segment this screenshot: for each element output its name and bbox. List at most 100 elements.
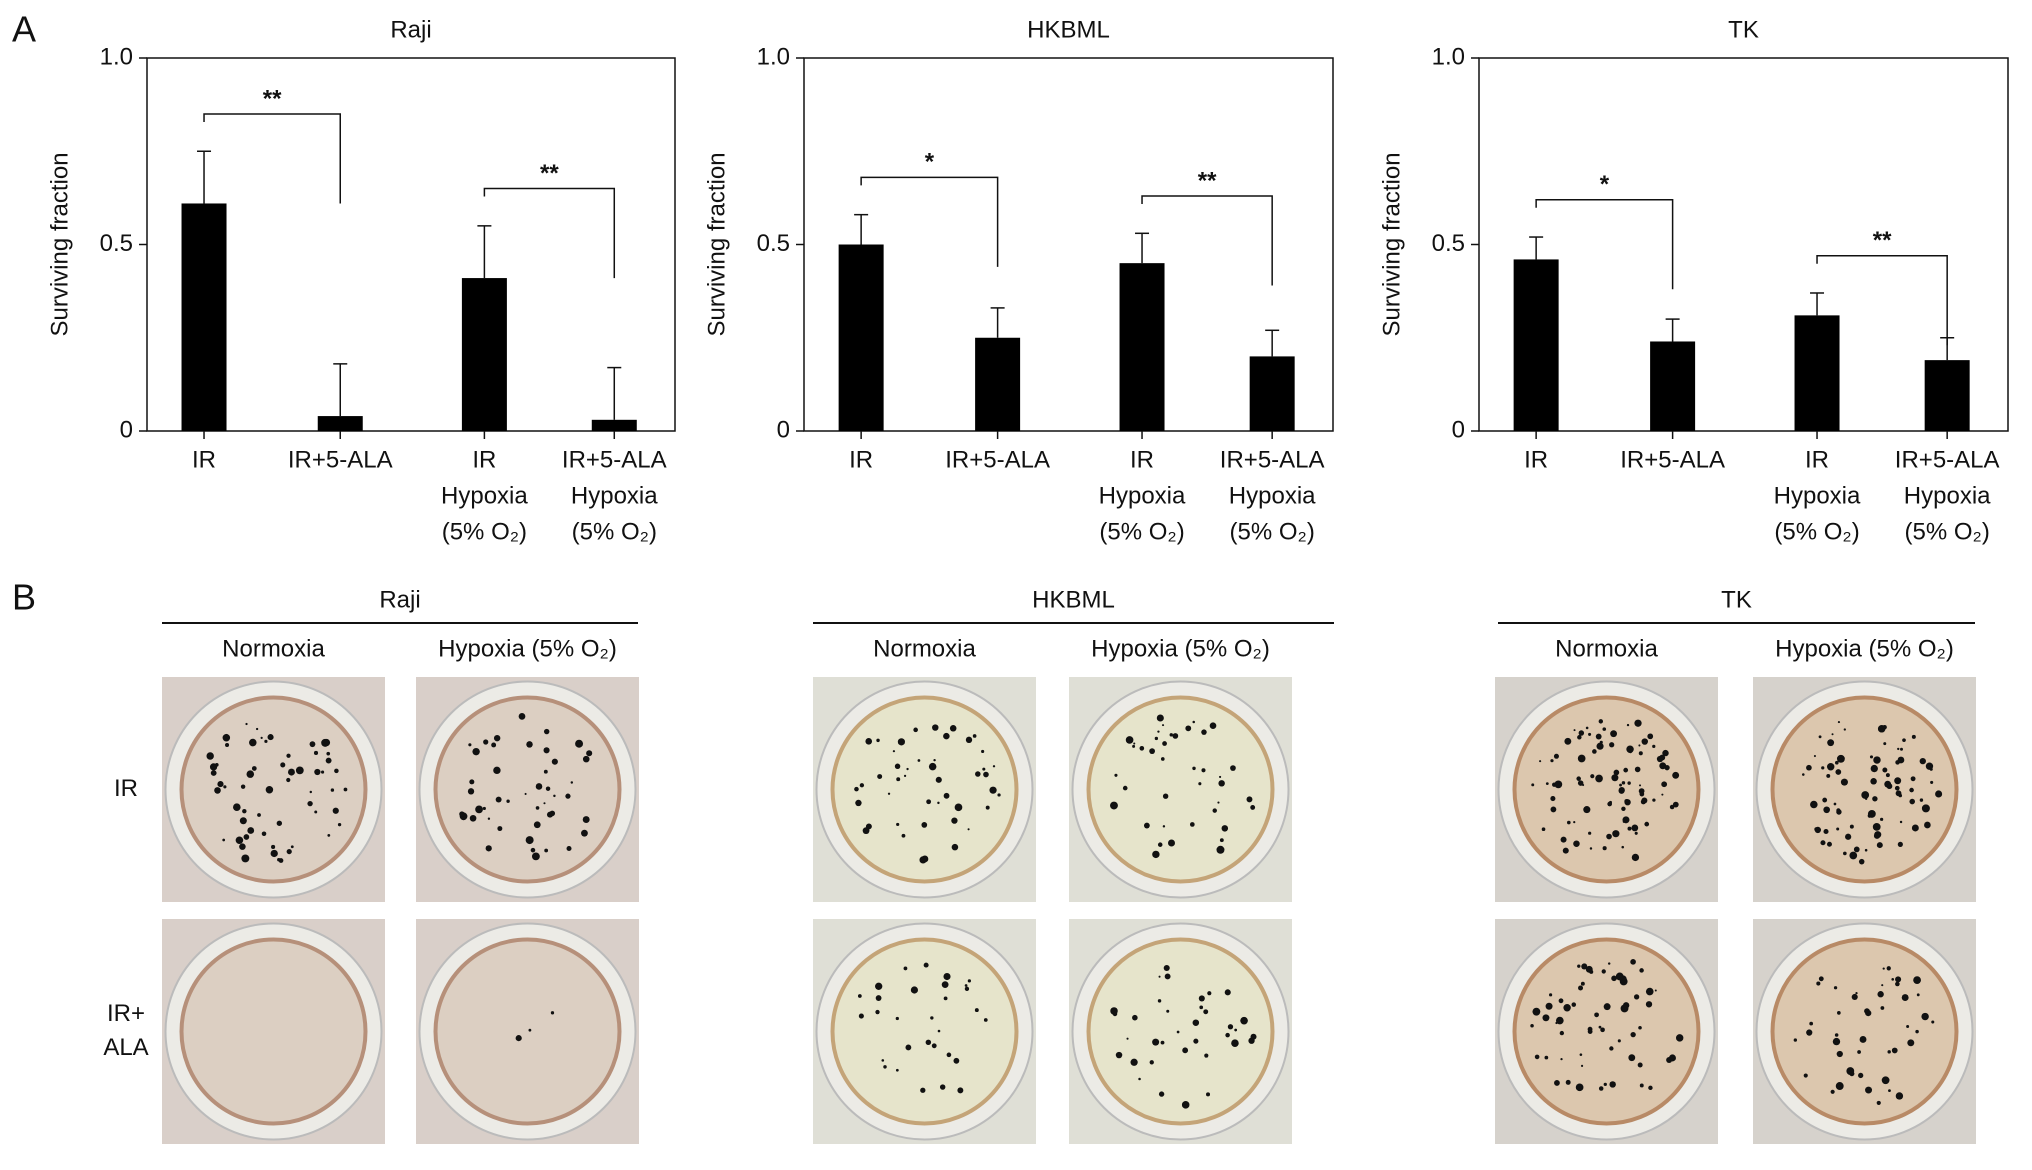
colony	[290, 845, 294, 849]
colony	[1806, 764, 1812, 771]
x-tick-label: Hypoxia	[1229, 482, 1316, 509]
colony	[1531, 783, 1535, 787]
well	[830, 937, 1019, 1126]
colony	[1921, 804, 1930, 813]
colony	[1861, 791, 1870, 799]
colony	[214, 787, 221, 794]
colony	[1563, 1004, 1571, 1012]
x-tick-label: IR+5-ALA	[1620, 446, 1725, 473]
colony	[1897, 841, 1903, 847]
colony	[1629, 750, 1632, 754]
colony	[1554, 780, 1563, 789]
colony	[1609, 742, 1615, 748]
colony	[1590, 774, 1595, 779]
bar	[1650, 341, 1696, 431]
chart-title: Raji	[390, 16, 431, 43]
colony	[240, 784, 246, 789]
y-tick-label: 1.0	[757, 43, 790, 70]
colony	[967, 979, 971, 983]
colony	[1553, 753, 1559, 759]
colony	[859, 783, 865, 788]
colony	[1809, 1021, 1814, 1026]
colony	[1869, 755, 1874, 759]
colony	[1638, 744, 1641, 747]
colony	[1152, 850, 1160, 859]
colony	[1539, 760, 1542, 763]
colony	[1633, 994, 1640, 1000]
colony	[1162, 793, 1169, 799]
colony	[1250, 1033, 1257, 1040]
significance-bracket	[1141, 195, 1273, 286]
x-tick-label: (5% O₂)	[1230, 518, 1315, 545]
colony	[1840, 778, 1848, 786]
x-tick-label: IR+5-ALA	[1220, 446, 1325, 473]
colony	[1564, 737, 1572, 745]
colony	[1641, 738, 1648, 745]
colony	[1167, 839, 1176, 847]
colony	[1598, 1025, 1602, 1029]
colony	[937, 1029, 941, 1033]
colony	[1595, 774, 1603, 783]
colony	[1913, 976, 1921, 985]
colony	[1872, 822, 1881, 831]
colony	[1550, 759, 1554, 763]
colony	[1541, 827, 1546, 832]
colony	[327, 834, 331, 837]
well	[1770, 937, 1959, 1126]
colony	[1631, 824, 1639, 832]
bar	[975, 337, 1021, 431]
colony	[951, 843, 959, 851]
well	[1512, 695, 1701, 884]
colony	[526, 741, 533, 748]
colony	[1172, 733, 1179, 739]
row-label: IR	[114, 775, 138, 802]
colony	[1571, 1002, 1577, 1007]
colony	[469, 779, 475, 785]
colony	[1162, 741, 1167, 746]
group-title: TK	[1721, 586, 1752, 613]
colony	[309, 790, 313, 794]
colony	[974, 1008, 979, 1013]
column-label: Hypoxia (5% O₂)	[438, 635, 617, 662]
x-tick-label: (5% O₂)	[1905, 518, 1990, 545]
significance-label: **	[1198, 167, 1217, 194]
x-tick-label: IR+5-ALA	[562, 446, 667, 473]
colony	[1899, 820, 1903, 824]
colony	[313, 750, 319, 755]
colony	[314, 810, 318, 814]
colony	[1833, 802, 1837, 806]
colony	[1225, 1032, 1230, 1038]
colony	[932, 724, 939, 731]
colony	[1110, 1007, 1118, 1015]
colony	[1596, 742, 1604, 750]
colony	[235, 836, 244, 845]
colony	[276, 820, 283, 826]
row-label: ALA	[103, 1034, 148, 1061]
colony	[943, 792, 950, 799]
x-tick-label: Hypoxia	[1099, 482, 1186, 509]
colony	[287, 768, 295, 776]
colony	[1544, 1055, 1549, 1060]
colony	[530, 847, 536, 853]
colony	[1181, 1101, 1190, 1109]
significance-label: **	[263, 85, 282, 112]
colony	[321, 770, 325, 774]
bar	[317, 416, 363, 431]
colony	[1573, 729, 1576, 732]
colony	[1580, 1064, 1584, 1067]
colony	[1881, 984, 1884, 987]
colony	[1661, 793, 1664, 796]
colony	[1628, 1054, 1636, 1062]
colony	[1589, 847, 1593, 850]
colony	[1133, 742, 1136, 745]
colony	[1883, 742, 1887, 746]
colony	[933, 758, 936, 762]
colony	[925, 1039, 932, 1046]
colony	[1209, 722, 1217, 730]
colony	[1576, 776, 1581, 781]
colony	[1845, 833, 1852, 840]
colony	[1895, 981, 1900, 987]
colony	[1831, 733, 1834, 736]
colony	[1139, 745, 1145, 751]
colony	[1823, 806, 1830, 814]
